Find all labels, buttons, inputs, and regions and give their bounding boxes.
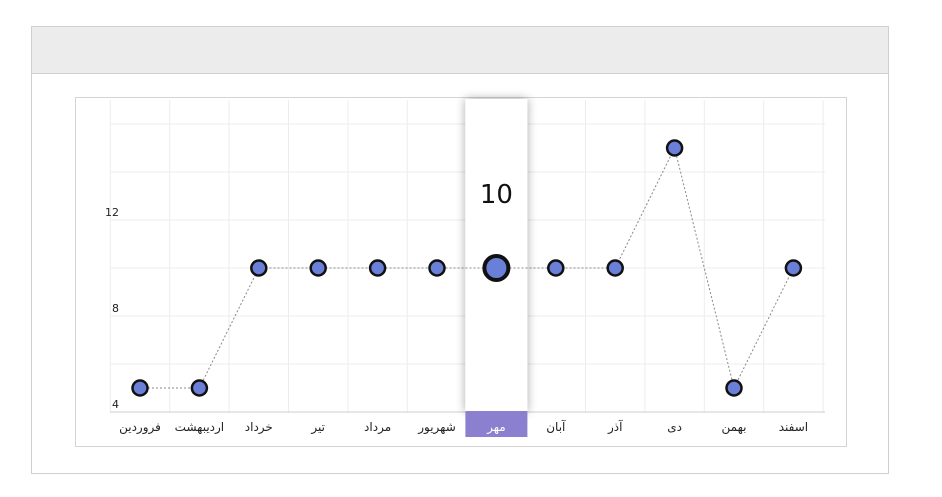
panel-header bbox=[32, 27, 888, 74]
data-point-marker[interactable] bbox=[309, 259, 327, 277]
data-point-marker[interactable] bbox=[547, 259, 565, 277]
data-point-marker[interactable] bbox=[131, 379, 149, 397]
x-axis-labels: فروردین اردیبهشت خرداد تیر مرداد شهریور مهر آبا… bbox=[119, 419, 808, 435]
y-axis-ticks: 4 8 12 bbox=[105, 206, 119, 411]
x-tick-label: اردیبهشت bbox=[175, 420, 224, 435]
x-tick-label: بهمن bbox=[722, 420, 747, 435]
x-tick-label: مرداد bbox=[364, 420, 391, 435]
y-tick-label: 4 bbox=[112, 398, 119, 411]
highlight-band bbox=[465, 411, 528, 437]
data-point-marker[interactable] bbox=[428, 259, 446, 277]
data-point-marker[interactable] bbox=[368, 259, 387, 277]
x-tick-label: آبان bbox=[546, 419, 566, 434]
series-line bbox=[140, 146, 794, 390]
data-point-marker[interactable] bbox=[784, 259, 803, 277]
x-tick-label: تیر bbox=[310, 420, 325, 435]
y-tick-label: 8 bbox=[112, 302, 119, 315]
x-tick-label: اسفند bbox=[779, 420, 808, 434]
series-polyline bbox=[140, 146, 794, 390]
data-point-marker[interactable] bbox=[250, 259, 268, 277]
data-point-marker[interactable] bbox=[482, 254, 511, 282]
x-tick-label: دی bbox=[667, 420, 682, 434]
x-tick-label: شهریور bbox=[417, 420, 456, 435]
data-point-marker[interactable] bbox=[606, 259, 624, 277]
data-points[interactable] bbox=[131, 139, 803, 397]
data-point-marker[interactable] bbox=[665, 139, 684, 157]
data-point-marker[interactable] bbox=[725, 379, 743, 397]
x-tick-label: مهر bbox=[486, 420, 506, 435]
x-tick-label: خرداد bbox=[245, 420, 273, 435]
x-tick-label: فروردین bbox=[119, 420, 161, 435]
data-point-marker[interactable] bbox=[190, 379, 209, 397]
tooltip-value-label: 10 bbox=[480, 180, 513, 210]
x-tick-label: آذر bbox=[607, 419, 623, 435]
y-tick-label: 12 bbox=[105, 206, 119, 219]
